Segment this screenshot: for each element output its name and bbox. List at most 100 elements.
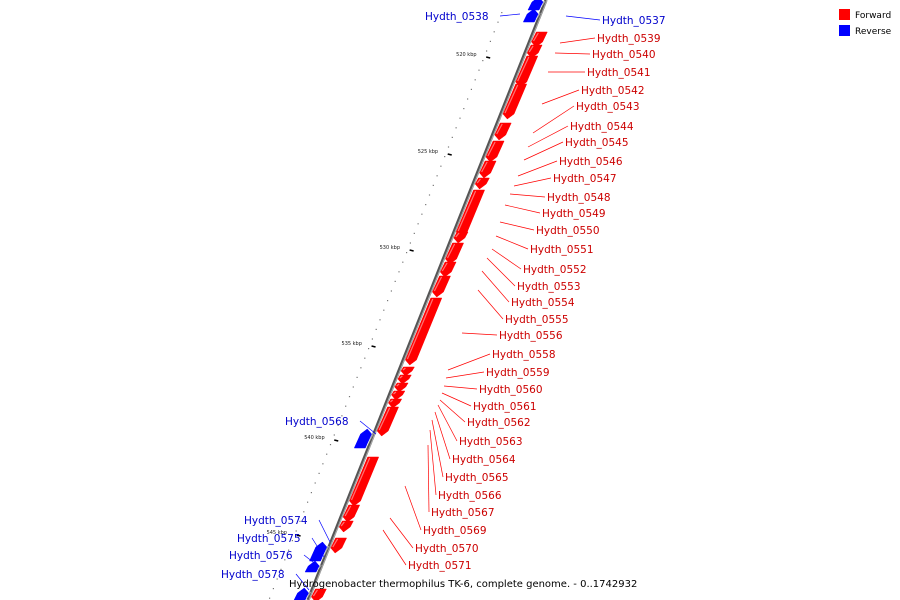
forward-gene-arrow xyxy=(394,382,409,393)
leader-line xyxy=(559,37,596,44)
reverse-gene-arrow xyxy=(522,8,539,23)
gene-label: Hydth_0574 xyxy=(244,515,308,527)
guide-dot xyxy=(288,549,290,551)
guide-dot xyxy=(467,98,469,100)
gene-label: Hydth_0544 xyxy=(570,121,634,133)
tick-mark xyxy=(485,56,491,59)
guide-dot xyxy=(436,175,438,177)
gene-label: Hydth_0539 xyxy=(597,33,661,45)
guide-dot xyxy=(390,290,392,292)
forward-gene-arrow xyxy=(432,275,451,298)
guide-dot xyxy=(345,405,347,407)
gene-label: Hydth_0555 xyxy=(505,314,569,326)
leader-line xyxy=(431,419,444,478)
gene-arrow-highlight xyxy=(366,432,375,446)
leader-line xyxy=(491,248,522,270)
guide-dot xyxy=(364,357,366,359)
gene-label: Hydth_0547 xyxy=(553,173,617,185)
tick-marks: 520 kbp 525 kbp 530 kbp 535 kbp 540 kbp 545 k… xyxy=(267,52,491,537)
gene-label: Hydth_0568 xyxy=(285,416,349,428)
gene-label: Hydth_0566 xyxy=(438,490,502,502)
forward-gene-arrow xyxy=(311,588,327,600)
reverse-gene-arrow xyxy=(527,0,544,11)
guide-dot xyxy=(299,520,301,522)
gene-arrow-highlight xyxy=(306,591,312,599)
gene-label: Hydth_0541 xyxy=(587,67,651,79)
gene-arrow-highlight xyxy=(481,161,488,173)
guide-dot xyxy=(269,597,271,599)
guide-dot xyxy=(489,40,491,42)
guide-dot xyxy=(413,232,415,234)
gene-label: Hydth_0549 xyxy=(542,208,606,220)
leader-line xyxy=(513,177,552,187)
forward-gene-arrow xyxy=(342,504,361,523)
guide-dot xyxy=(276,578,278,580)
gene-label: Hydth_0545 xyxy=(565,137,629,149)
tick-mark xyxy=(447,153,452,156)
leader-line xyxy=(439,399,466,423)
tick-mark xyxy=(409,249,414,252)
legend-forward-label: Forward xyxy=(855,11,891,21)
guide-dot xyxy=(371,338,373,340)
gene-label: Hydth_0540 xyxy=(592,49,656,61)
reverse-gene-arrow xyxy=(353,428,372,449)
gene-arrow-highlight xyxy=(504,84,519,114)
leader-line xyxy=(295,573,310,591)
backbone-highlight xyxy=(308,0,548,600)
guide-dot xyxy=(428,194,431,196)
guide-dot xyxy=(474,79,476,81)
guide-dot xyxy=(432,184,434,186)
gene-label: Hydth_0558 xyxy=(492,349,556,361)
forward-gene-arrow xyxy=(400,366,415,377)
leader-line xyxy=(517,160,558,177)
guide-dot xyxy=(326,453,328,455)
guide-dot xyxy=(451,136,453,138)
reverse-gene-arrow xyxy=(304,560,320,573)
gene-label: Hydth_0548 xyxy=(547,192,611,204)
leader-line xyxy=(504,204,541,214)
guide-dot xyxy=(337,424,339,426)
guide-dot xyxy=(310,492,312,494)
gene-label: Hydth_0561 xyxy=(473,401,537,413)
guide-dot xyxy=(425,204,427,206)
leader-line xyxy=(486,257,516,287)
guide-dot xyxy=(497,21,499,23)
forward-gene-arrow xyxy=(376,406,399,437)
gene-label: Hydth_0550 xyxy=(536,225,600,237)
guide-dot xyxy=(348,396,351,398)
leader-line xyxy=(437,404,458,442)
guide-dot xyxy=(272,588,274,590)
leader-line xyxy=(527,125,569,148)
gene-arrow-highlight xyxy=(312,589,318,597)
leader-line xyxy=(441,392,472,407)
forward-gene-arrow xyxy=(526,44,543,59)
gene-label: Hydth_0578 xyxy=(221,569,285,581)
forward-gene-arrow xyxy=(388,398,403,409)
leader-line xyxy=(499,13,521,17)
gene-arrow-highlight xyxy=(476,178,481,184)
gene-arrow-highlight xyxy=(402,367,406,371)
guide-dot xyxy=(360,367,362,369)
guide-dot xyxy=(447,146,450,148)
gene-arrow-highlight xyxy=(517,56,530,82)
legend-reverse-swatch xyxy=(839,25,850,36)
leader-line xyxy=(532,105,575,134)
gene-label: Hydth_0560 xyxy=(479,384,543,396)
guide-dot xyxy=(356,376,358,378)
gene-arrow-highlight xyxy=(350,457,371,501)
gene-arrow-highlight xyxy=(340,521,345,527)
gene-arrow-highlight xyxy=(532,32,539,42)
gene-label: Hydth_0537 xyxy=(602,15,666,27)
leader-line xyxy=(495,235,529,250)
gene-label: Hydth_0542 xyxy=(581,85,645,97)
guide-dot xyxy=(318,472,320,474)
legend: Forward Reverse xyxy=(839,9,892,37)
gene-label: Hydth_0571 xyxy=(408,560,472,572)
gene-label: Hydth_0563 xyxy=(459,436,523,448)
gene-arrow-highlight xyxy=(457,190,477,232)
guide-dot xyxy=(322,463,324,465)
guide-dot xyxy=(387,300,389,302)
gene-arrow-highlight xyxy=(441,262,448,272)
leader-line xyxy=(303,554,319,567)
